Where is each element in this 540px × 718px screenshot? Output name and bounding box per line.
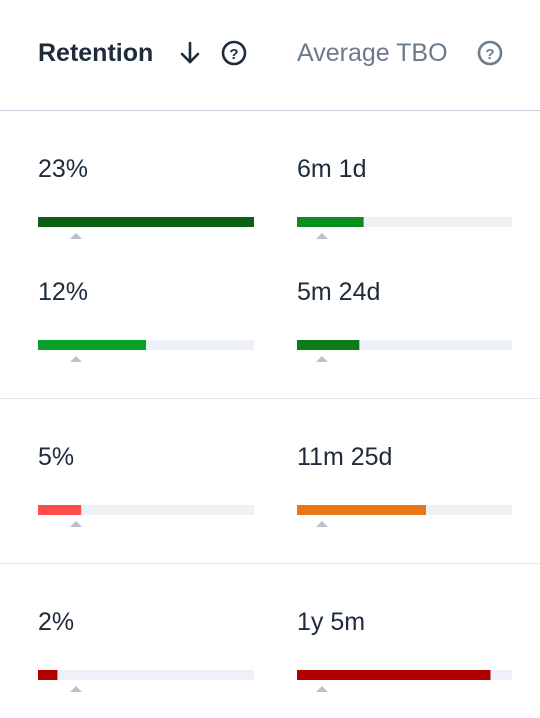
svg-text:?: ? [229,46,238,63]
bar [38,217,254,227]
benchmark-marker [316,356,328,362]
help-icon[interactable]: ? [477,40,503,66]
retention-value: 5% [38,443,74,471]
retention-value: 23% [38,155,88,183]
benchmark-marker [70,233,82,239]
tbo-value: 5m 24d [297,278,380,306]
bar-track [297,217,512,227]
bar-track [297,340,512,350]
bar [297,340,360,350]
bar [38,670,58,680]
bar [297,670,491,680]
bar [297,217,364,227]
svg-text:?: ? [485,46,494,63]
tbo-value: 1y 5m [297,608,365,636]
help-icon[interactable]: ? [221,40,247,66]
benchmark-marker [70,521,82,527]
tbo-value: 11m 25d [297,443,392,471]
bar-track [38,505,254,515]
retention-value: 2% [38,608,74,636]
benchmark-marker [316,686,328,692]
header-tbo[interactable]: Average TBO [297,39,448,67]
bar [297,505,426,515]
bar-track [38,670,254,680]
benchmark-marker [70,686,82,692]
benchmark-marker [316,233,328,239]
sort-arrow[interactable] [180,41,200,64]
benchmark-marker [70,356,82,362]
benchmark-marker [316,521,328,527]
bar [38,340,146,350]
tbo-value: 6m 1d [297,155,366,183]
retention-value: 12% [38,278,88,306]
bar [38,505,82,515]
header-retention[interactable]: Retention [38,39,153,67]
